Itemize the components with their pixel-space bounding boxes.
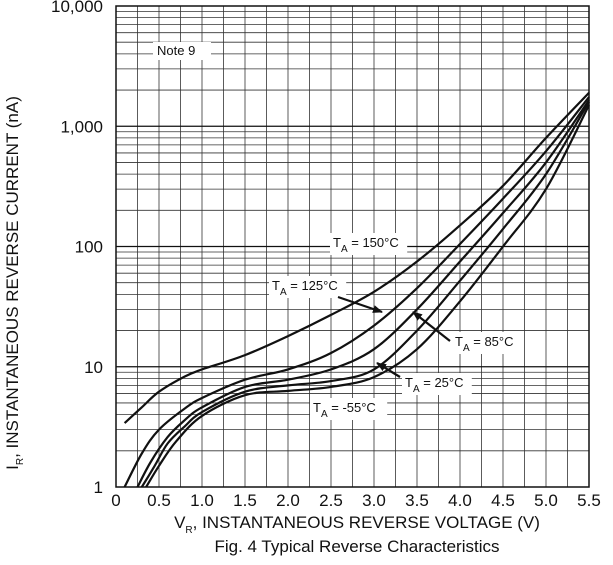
series-label-sub: A bbox=[463, 343, 470, 354]
series-label-bg bbox=[452, 332, 522, 354]
plot-frame bbox=[115, 5, 590, 488]
series-line bbox=[123, 91, 590, 424]
figure-caption: Fig. 4 Typical Reverse Characteristics bbox=[214, 537, 499, 556]
x-axis-label: VR, INSTANTANEOUS REVERSE VOLTAGE (V) bbox=[174, 513, 540, 536]
series-line bbox=[140, 101, 590, 488]
series-label-arrow bbox=[412, 311, 451, 342]
x-tick-label: 1.5 bbox=[233, 491, 257, 510]
series-label-sub: A bbox=[280, 287, 287, 298]
x-tick-label: 3.0 bbox=[362, 491, 386, 510]
series-label-rest: = 85°C bbox=[470, 334, 514, 349]
note-label-bg bbox=[153, 42, 211, 60]
x-tick-label: 2.5 bbox=[319, 491, 343, 510]
y-tick-label: 10,000 bbox=[51, 0, 103, 16]
series-line bbox=[136, 99, 590, 488]
series-label-rest: = 25°C bbox=[420, 375, 464, 390]
annotations: TA = 150°CTA = 125°CTA = 85°CTA = 25°CTA… bbox=[269, 233, 522, 420]
series-line bbox=[145, 104, 590, 488]
x-tick-label: 0 bbox=[111, 491, 120, 510]
series-label-rest: = 125°C bbox=[287, 278, 338, 293]
y-tick-label: 1,000 bbox=[60, 117, 103, 136]
series-label: TA = -55°C bbox=[313, 400, 376, 420]
x-tick-label: 4.0 bbox=[448, 491, 472, 510]
x-tick-label: 3.5 bbox=[405, 491, 429, 510]
x-tick-label: 2.0 bbox=[276, 491, 300, 510]
series-label-sub: A bbox=[341, 244, 348, 255]
series-label: TA = 150°C bbox=[333, 235, 399, 255]
x-tick-label: 0.5 bbox=[147, 491, 171, 510]
x-tick-label: 4.5 bbox=[491, 491, 515, 510]
series-label-main: T bbox=[272, 278, 280, 293]
series-label: TA = 25°C bbox=[405, 375, 464, 395]
y-tick-label: 100 bbox=[75, 238, 103, 257]
series-label-arrow bbox=[337, 295, 383, 314]
series-label-main: T bbox=[455, 334, 463, 349]
series-label-bg bbox=[330, 233, 408, 255]
series-label-bg bbox=[310, 398, 388, 420]
series-label-main: T bbox=[405, 375, 413, 390]
x-tick-label: 1.0 bbox=[190, 491, 214, 510]
series-label: TA = 125°C bbox=[272, 278, 338, 298]
series-label-rest: = 150°C bbox=[348, 235, 399, 250]
series-lines bbox=[123, 91, 590, 488]
series-label-main: T bbox=[333, 235, 341, 250]
series-label: TA = 85°C bbox=[455, 334, 514, 354]
series-label-bg bbox=[269, 276, 347, 298]
series-label-sub: A bbox=[413, 384, 420, 395]
series-label-main: T bbox=[313, 400, 321, 415]
y-tick-label: 10 bbox=[84, 358, 103, 377]
tick-labels: 0 0.5 1.0 1.5 2.0 2.5 3.0 3.5 4.0 4.5 5.0 5.5 1 10 100… bbox=[51, 0, 601, 510]
y-axis-label: IR, INSTANTANEOUS REVERSE CURRENT (nA) bbox=[3, 96, 26, 470]
x-tick-label: 5.0 bbox=[534, 491, 558, 510]
series-label-sub: A bbox=[321, 409, 328, 420]
y-tick-label: 1 bbox=[94, 478, 103, 497]
x-tick-label: 5.5 bbox=[577, 491, 601, 510]
series-line bbox=[123, 96, 590, 488]
series-label-bg bbox=[402, 373, 472, 395]
note-label: Note 9 bbox=[157, 43, 195, 58]
series-label-rest: = -55°C bbox=[328, 400, 376, 415]
series-label-arrow bbox=[376, 362, 401, 378]
